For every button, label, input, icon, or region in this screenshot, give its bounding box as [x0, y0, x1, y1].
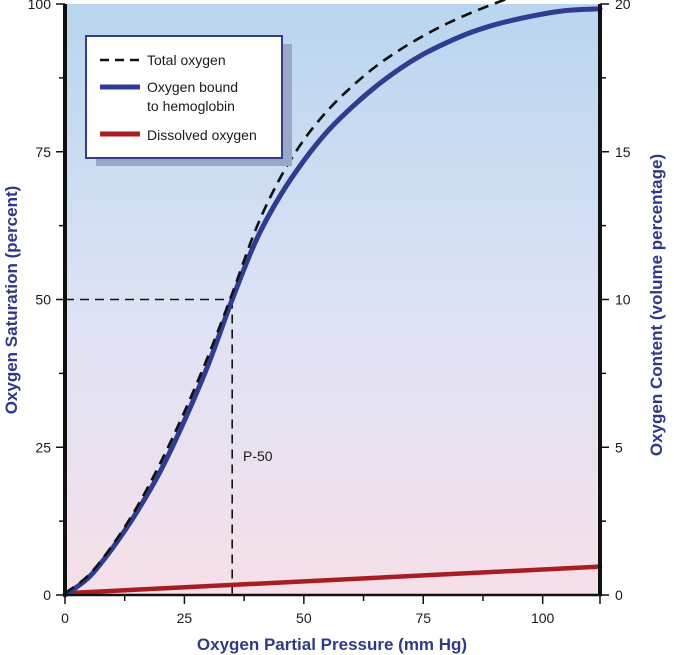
- y2-tick-label: 0: [615, 587, 623, 603]
- x-tick-label: 100: [531, 610, 555, 626]
- legend: Total oxygen Oxygen bound to hemoglobin …: [85, 35, 292, 166]
- series-line-total-oxygen: [64, 0, 508, 595]
- y-tick-label: 100: [28, 0, 52, 12]
- x-tick-label: 75: [415, 610, 431, 626]
- legend-label-bound-line2: to hemoglobin: [147, 98, 235, 114]
- y2-tick-label: 15: [615, 144, 631, 160]
- tick-labels: 0 25 50 75 100 0 25 50 75 100 0 5 10 15 20: [28, 0, 631, 626]
- p50-label: P-50: [243, 448, 273, 464]
- legend-label-total: Total oxygen: [147, 52, 226, 68]
- y2-tick-label: 10: [615, 292, 631, 308]
- axes-layer: [56, 3, 609, 604]
- x-tick-label: 0: [61, 610, 69, 626]
- series-line-oxygen-bound: [62, 6, 603, 598]
- y-tick-label: 0: [43, 587, 51, 603]
- legend-box: [85, 35, 283, 159]
- y-tick-label: 25: [35, 439, 51, 455]
- legend-label-bound-line1: Oxygen bound: [147, 79, 238, 95]
- x-axis-title: Oxygen Partial Pressure (mm Hg): [197, 635, 467, 654]
- legend-label-dissolved: Dissolved oxygen: [147, 127, 257, 143]
- x-tick-label: 25: [177, 610, 193, 626]
- y-tick-label: 75: [35, 144, 51, 160]
- series-line-dissolved-oxygen: [62, 564, 603, 596]
- y-axis-title: Oxygen Saturation (percent): [2, 186, 21, 415]
- y-tick-label: 50: [35, 292, 51, 308]
- y2-tick-label: 20: [615, 0, 631, 12]
- series-layer: [62, 0, 603, 598]
- x-tick-label: 50: [296, 610, 312, 626]
- y2-axis-title: Oxygen Content (volume percentage): [647, 154, 666, 456]
- y2-tick-label: 5: [615, 439, 623, 455]
